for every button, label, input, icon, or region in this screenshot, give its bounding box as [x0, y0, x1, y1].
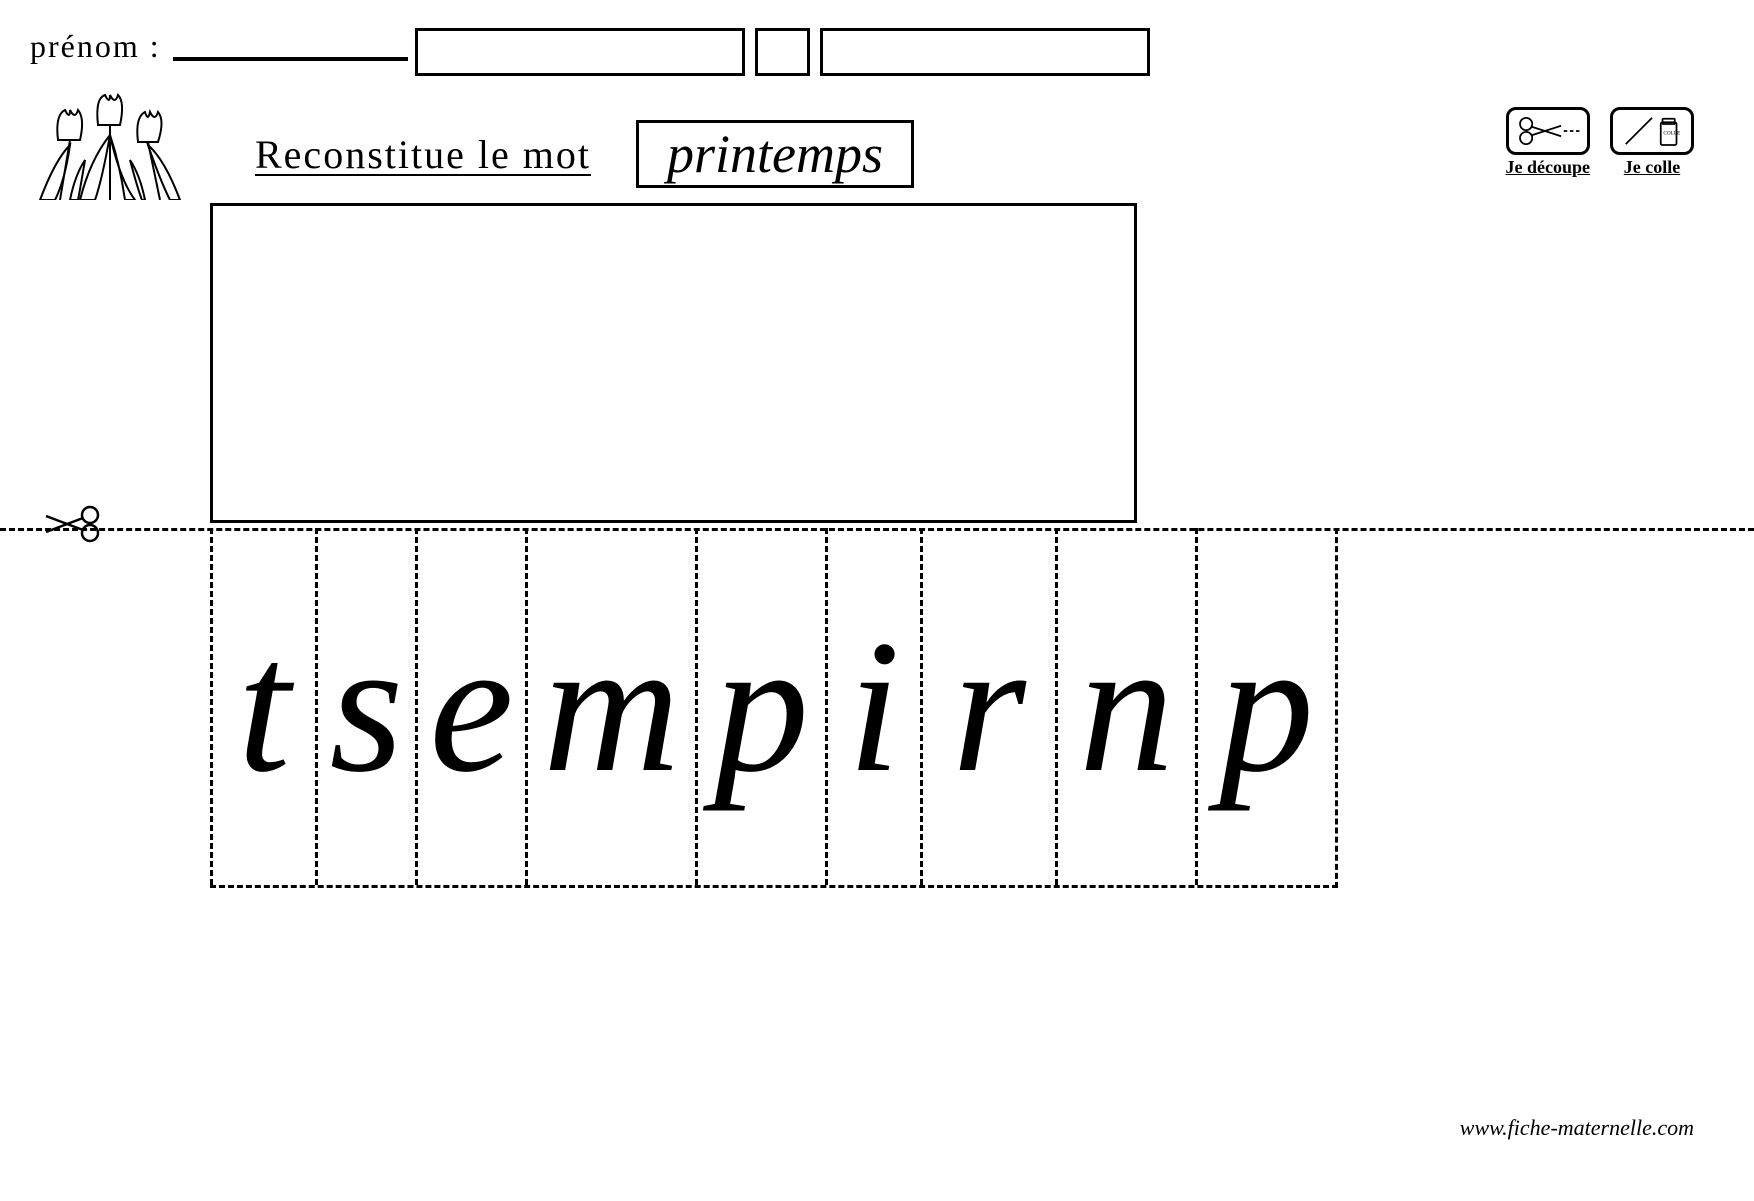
name-underline — [173, 57, 408, 61]
name-label: prénom : — [30, 28, 161, 65]
cut-line-scissors-icon — [44, 504, 104, 554]
top-boxes — [415, 28, 1150, 76]
top-box-2 — [755, 28, 810, 76]
letter-glyph: s — [330, 612, 404, 802]
letter-cell: e — [415, 528, 525, 885]
letter-glyph: n — [1079, 612, 1174, 802]
glue-label: Je colle — [1624, 157, 1680, 178]
footer-url: www.fiche-maternelle.com — [1460, 1115, 1694, 1141]
letter-glyph: i — [848, 612, 901, 802]
letter-cell: p — [695, 528, 825, 885]
scissors-icon — [1506, 107, 1590, 155]
cut-label: Je découpe — [1506, 157, 1591, 178]
letter-cell: i — [825, 528, 920, 885]
letter-glyph: p — [1219, 612, 1314, 802]
paste-area — [210, 203, 1137, 523]
letter-cell: n — [1055, 528, 1195, 885]
svg-text:COLLE: COLLE — [1663, 131, 1680, 137]
instruction-text: Reconstitue le mot — [255, 131, 591, 178]
action-icons: Je découpe COLLE Je colle — [1506, 107, 1695, 178]
tulips-icon — [20, 90, 200, 200]
instruction-row: Reconstitue le mot printemps — [255, 120, 914, 188]
letter-glyph: e — [429, 612, 513, 802]
letter-cell: m — [525, 528, 695, 885]
letter-cell: p — [1195, 528, 1335, 885]
letter-cell: s — [315, 528, 415, 885]
letter-glyph: p — [714, 612, 809, 802]
letter-glyph: r — [952, 612, 1026, 802]
worksheet-page: prénom : — [0, 0, 1754, 1201]
top-box-3 — [820, 28, 1150, 76]
cut-action: Je découpe — [1506, 107, 1591, 178]
target-word-box: printemps — [636, 120, 914, 188]
top-box-1 — [415, 28, 745, 76]
letter-cell: t — [210, 528, 315, 885]
letter-cell: r — [920, 528, 1055, 885]
letter-glyph: m — [543, 612, 680, 802]
letter-glyph: t — [238, 612, 291, 802]
letter-strip: tsempirnp — [210, 528, 1338, 888]
glue-action: COLLE Je colle — [1610, 107, 1694, 178]
name-row: prénom : — [30, 28, 408, 65]
glue-icon: COLLE — [1610, 107, 1694, 155]
